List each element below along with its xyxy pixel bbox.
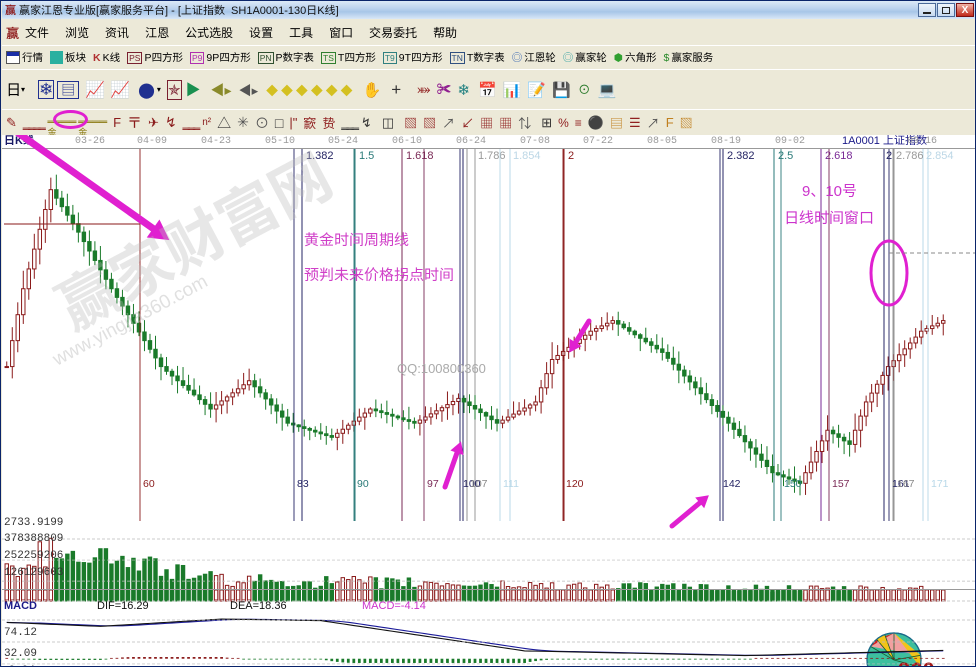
- svg-text:2.786: 2.786: [896, 150, 924, 162]
- svg-text:60: 60: [143, 478, 155, 490]
- svg-text:111: 111: [503, 478, 519, 490]
- svg-text:150: 150: [784, 478, 802, 490]
- svg-text:157: 157: [832, 478, 850, 490]
- svg-text:1.786: 1.786: [478, 150, 506, 162]
- svg-text:2: 2: [568, 150, 574, 162]
- svg-text:107: 107: [470, 478, 488, 490]
- svg-text:1.382: 1.382: [306, 150, 334, 162]
- svg-text:120: 120: [566, 478, 584, 490]
- svg-text:2.5: 2.5: [778, 150, 793, 162]
- svg-text:97: 97: [427, 478, 439, 490]
- svg-text:171: 171: [931, 478, 949, 490]
- svg-text:83: 83: [297, 478, 309, 490]
- svg-text:2.382: 2.382: [727, 150, 755, 162]
- svg-text:1.618: 1.618: [406, 150, 434, 162]
- svg-text:1.5: 1.5: [359, 150, 374, 162]
- svg-text:142: 142: [723, 478, 741, 490]
- svg-text:167: 167: [897, 478, 915, 490]
- svg-text:1.854: 1.854: [513, 150, 541, 162]
- svg-text:2.854: 2.854: [926, 150, 954, 162]
- svg-text:90: 90: [357, 478, 369, 490]
